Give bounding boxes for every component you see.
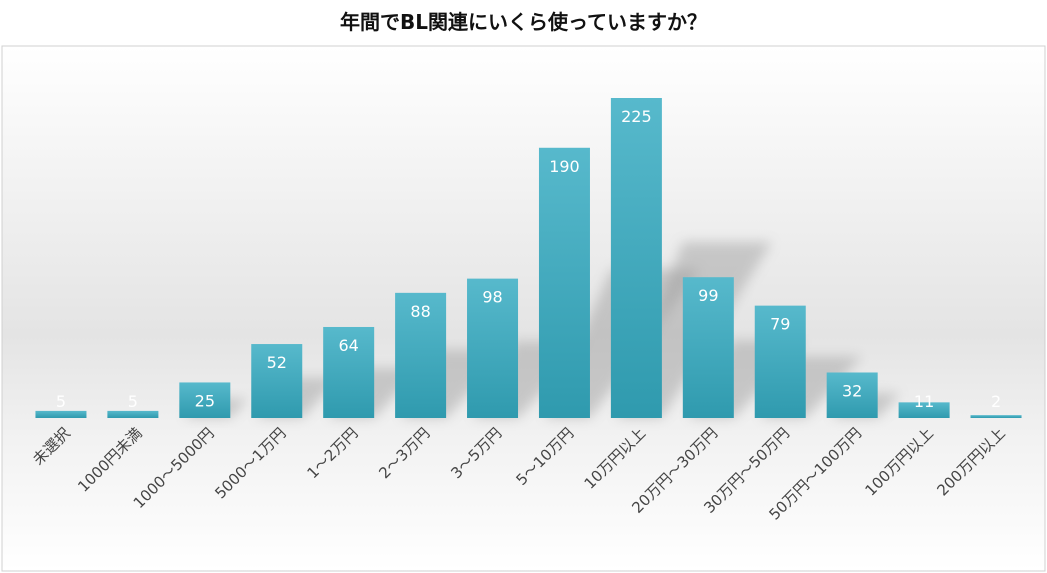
- bar: [35, 410, 87, 418]
- data-label: 99: [698, 286, 718, 305]
- data-label: 52: [267, 353, 287, 372]
- data-label: 79: [770, 315, 790, 334]
- bar: [898, 402, 950, 418]
- data-label: 225: [621, 107, 652, 126]
- bar: [395, 292, 447, 418]
- data-label: 25: [195, 391, 215, 410]
- bar: [682, 277, 734, 418]
- bar: [754, 305, 806, 418]
- data-label: 98: [482, 288, 502, 307]
- data-label: 5: [128, 392, 138, 411]
- plot-background: [1, 45, 1046, 572]
- data-label: 5: [56, 392, 66, 411]
- bar: [826, 372, 878, 418]
- data-label: 32: [842, 381, 862, 400]
- bar: [323, 326, 375, 418]
- data-label: 64: [338, 336, 358, 355]
- data-label: 88: [410, 302, 430, 321]
- data-label: 190: [549, 157, 580, 176]
- chart-title: 年間でBL関連にいくら使っていますか？: [340, 10, 707, 34]
- bar: [179, 382, 231, 418]
- bar: [970, 415, 1022, 418]
- data-label: 11: [914, 392, 934, 411]
- bar: [610, 98, 662, 418]
- bar: [251, 344, 303, 418]
- data-label: 2: [991, 392, 1001, 411]
- bar: [467, 278, 519, 418]
- bar: [107, 410, 159, 418]
- bar: [538, 147, 590, 418]
